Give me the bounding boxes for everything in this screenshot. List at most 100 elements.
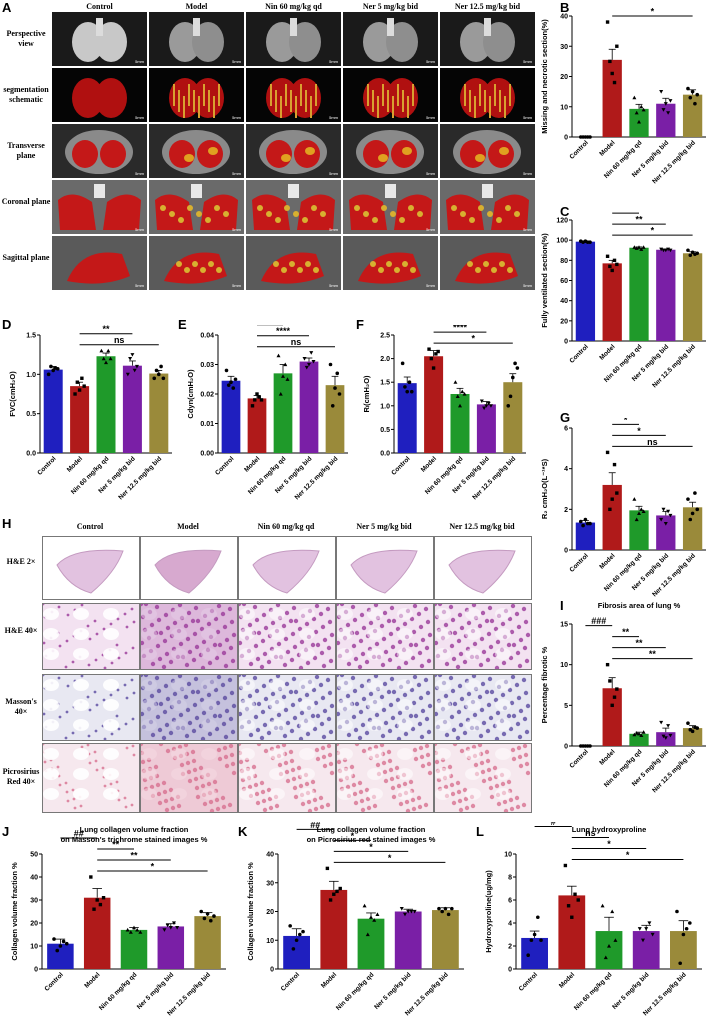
data-point	[202, 916, 207, 921]
data-point	[443, 906, 448, 911]
x-tick-label: Control	[569, 552, 590, 573]
significance-label: *	[637, 426, 641, 436]
histo-col-header-control: Control	[76, 522, 104, 531]
y-tick-label: 2	[508, 944, 512, 951]
significance-label: **	[635, 215, 643, 225]
data-point	[690, 89, 695, 94]
histology-image	[434, 743, 532, 813]
data-point	[613, 938, 618, 942]
ct-image: 5mm	[246, 12, 341, 66]
panel-label-g: G	[560, 410, 571, 425]
data-point	[101, 896, 106, 900]
y-axis-label: Cdyn(cmH₂O)	[186, 369, 195, 419]
y-tick-label: 8	[508, 875, 512, 882]
data-point	[666, 111, 671, 115]
data-point	[412, 909, 417, 914]
data-point	[539, 938, 543, 943]
ct-image: 5mm	[440, 12, 535, 66]
data-point	[663, 521, 668, 526]
data-point	[603, 955, 608, 960]
significance-label: **	[130, 851, 138, 861]
data-point	[311, 359, 316, 364]
data-point	[576, 898, 580, 902]
y-axis-label: Fully ventilated section(%)	[540, 233, 549, 328]
svg-text:5mm: 5mm	[426, 59, 436, 64]
y-tick-label: 4	[508, 921, 512, 928]
y-axis-label: Hydroxyproline(ug/mg)	[484, 870, 493, 953]
significance-label: *	[471, 334, 475, 344]
data-point	[659, 247, 664, 252]
significance-label: ###	[591, 616, 606, 626]
ct-row-label-segmentation-schematic: segmentation schematic	[3, 85, 49, 104]
data-point	[644, 927, 649, 931]
data-point	[231, 386, 236, 390]
data-point	[440, 909, 444, 914]
histology-image	[434, 603, 532, 670]
ct-image: 5mm	[246, 124, 341, 178]
data-point	[132, 925, 136, 930]
data-point	[402, 912, 407, 917]
data-point	[104, 360, 108, 365]
y-tick-label: 20	[560, 318, 568, 325]
data-point	[610, 909, 615, 914]
data-point	[608, 264, 612, 269]
data-point	[607, 944, 611, 948]
data-point	[668, 99, 673, 103]
ct-image: 5mm	[52, 236, 147, 290]
bar-ner-12-5-mg-kg-bid	[682, 253, 703, 341]
data-point	[612, 80, 617, 85]
y-tick-label: 4	[564, 466, 568, 473]
y-tick-label: 0.01	[200, 421, 214, 428]
histo-row-label-h-e-40: H&E 40×	[4, 625, 38, 635]
ct-image: 5mm	[343, 12, 438, 66]
data-point	[632, 497, 637, 501]
bar-ner-12-5-mg-kg-bid	[503, 382, 523, 453]
data-point	[325, 866, 330, 871]
bar-model	[602, 263, 622, 341]
y-tick-label: 40	[560, 14, 568, 21]
data-point	[436, 349, 440, 354]
data-point	[632, 95, 637, 100]
bar-control	[397, 383, 417, 453]
x-tick-label: Control	[518, 971, 539, 992]
x-tick-label: Model	[598, 139, 616, 157]
significance-label: ##	[74, 829, 84, 839]
bar-nin-60-mg-kg-qd	[96, 356, 116, 453]
svg-text:5mm: 5mm	[232, 115, 242, 120]
svg-text:5mm: 5mm	[329, 171, 339, 176]
data-point	[208, 918, 213, 923]
data-point	[51, 368, 55, 373]
significance-label: ns	[291, 337, 302, 347]
data-point	[427, 347, 431, 351]
data-point	[641, 107, 646, 112]
data-point	[588, 521, 592, 526]
data-point	[688, 517, 693, 522]
y-tick-label: 0	[564, 339, 568, 346]
data-point	[515, 366, 520, 370]
data-point	[693, 491, 697, 495]
data-point	[330, 404, 335, 408]
svg-text:5mm: 5mm	[135, 115, 145, 120]
significance-label: *	[607, 839, 611, 849]
chart-b-missing-necrotic: Missing and necrotic section(%) 0 10 20 30 40…	[540, 8, 706, 185]
x-tick-label: Ner 12.5 mg/kg bid	[642, 971, 688, 1017]
chart-i-fibrosis: Fibrosis area of lung % Percentage fibrot…	[540, 601, 706, 794]
histology-image	[238, 536, 336, 600]
data-point	[253, 398, 257, 402]
x-tick-label: Model	[598, 748, 616, 766]
data-point	[309, 351, 314, 355]
y-tick-label: 0	[564, 135, 568, 142]
data-point	[600, 903, 605, 908]
svg-text:5mm: 5mm	[135, 171, 145, 176]
data-point	[605, 20, 610, 24]
significance-label: *	[351, 831, 355, 841]
bar-ner-5-mg-kg-bid	[394, 911, 422, 969]
data-point	[688, 95, 693, 100]
chart-title: on Picrosirius red stained images %	[307, 835, 436, 844]
histology-image	[140, 743, 238, 813]
data-point	[205, 912, 210, 916]
bar-ner-5-mg-kg-bid	[122, 365, 142, 453]
data-point	[406, 909, 411, 914]
data-point	[49, 364, 53, 369]
